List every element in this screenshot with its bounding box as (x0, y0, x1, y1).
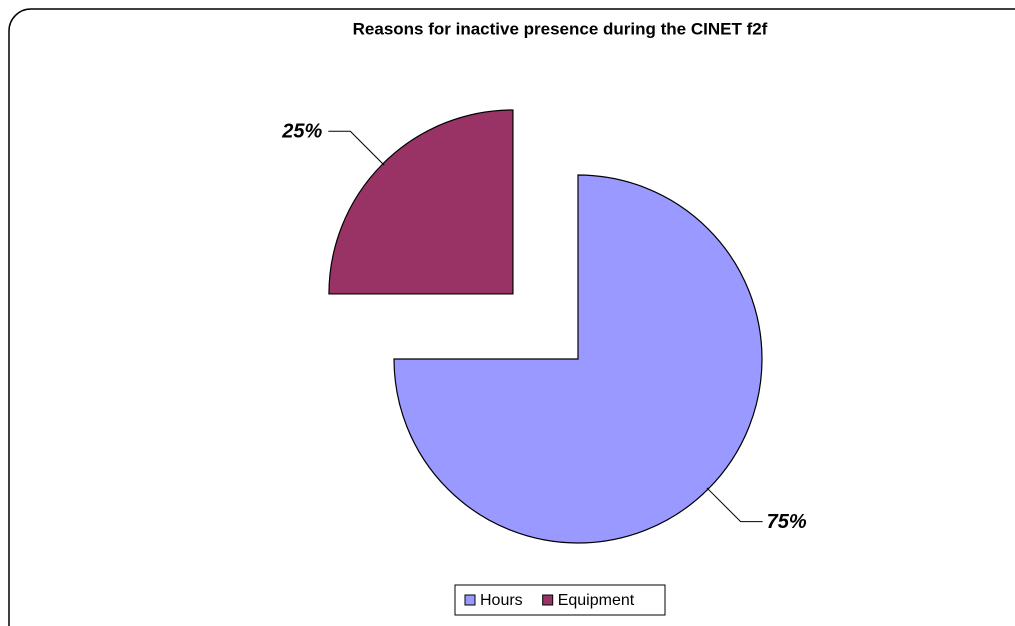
leader-line (328, 130, 385, 166)
chart-title: Reasons for inactive presence during the… (353, 19, 768, 38)
legend-label: Hours (480, 592, 523, 609)
legend-box (454, 584, 666, 616)
data-label: 25% (281, 121, 322, 143)
leader-line (706, 487, 763, 523)
legend-swatch (464, 594, 476, 606)
data-label: 75% (767, 511, 807, 533)
chart-border (8, 8, 1015, 626)
legend-label: Equipment (558, 592, 635, 609)
legend-swatch (542, 594, 554, 606)
